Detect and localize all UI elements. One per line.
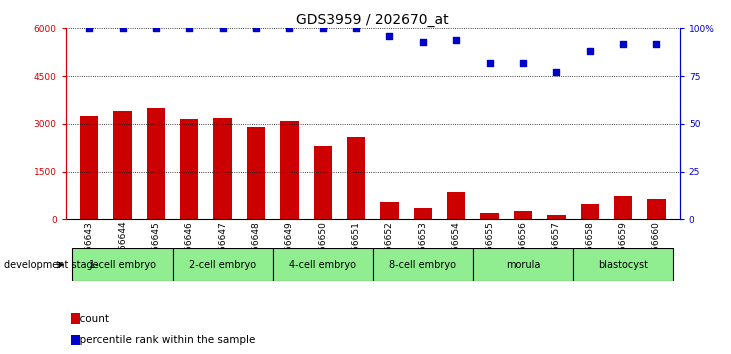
Point xyxy=(217,25,229,31)
Point xyxy=(83,25,95,31)
Bar xyxy=(447,193,466,219)
Point xyxy=(651,41,662,46)
Bar xyxy=(514,211,532,219)
Point xyxy=(284,25,295,31)
Point xyxy=(517,60,529,65)
Point xyxy=(484,60,496,65)
Bar xyxy=(314,146,332,219)
Bar xyxy=(580,204,599,219)
Bar xyxy=(71,335,80,345)
Bar xyxy=(280,121,298,219)
Bar xyxy=(373,249,473,281)
Bar xyxy=(213,118,232,219)
Bar xyxy=(380,202,398,219)
Bar xyxy=(347,137,366,219)
Point xyxy=(150,25,162,31)
Text: percentile rank within the sample: percentile rank within the sample xyxy=(73,335,255,345)
Point xyxy=(550,69,562,75)
Bar xyxy=(173,249,273,281)
Text: count: count xyxy=(73,314,109,324)
Text: blastocyst: blastocyst xyxy=(598,259,648,270)
Point xyxy=(250,25,262,31)
Point xyxy=(450,37,462,42)
Bar xyxy=(247,127,265,219)
Bar xyxy=(113,111,132,219)
Bar xyxy=(573,249,673,281)
Point xyxy=(584,48,596,54)
Text: 4-cell embryo: 4-cell embryo xyxy=(289,259,356,270)
Title: GDS3959 / 202670_at: GDS3959 / 202670_at xyxy=(297,13,449,27)
Point xyxy=(350,25,362,31)
Point xyxy=(384,33,395,39)
Bar xyxy=(71,313,80,324)
Bar xyxy=(180,119,198,219)
Point xyxy=(617,41,629,46)
Bar xyxy=(480,213,499,219)
Bar xyxy=(614,195,632,219)
Bar xyxy=(548,215,566,219)
Point xyxy=(183,25,195,31)
Point xyxy=(117,25,129,31)
Bar xyxy=(473,249,573,281)
Text: development stage: development stage xyxy=(4,260,98,270)
Text: 8-cell embryo: 8-cell embryo xyxy=(390,259,456,270)
Bar xyxy=(273,249,373,281)
Bar xyxy=(80,116,99,219)
Bar xyxy=(72,249,173,281)
Text: morula: morula xyxy=(506,259,540,270)
Bar xyxy=(147,108,165,219)
Point xyxy=(317,25,329,31)
Point xyxy=(417,39,428,45)
Bar xyxy=(414,208,432,219)
Text: 2-cell embryo: 2-cell embryo xyxy=(189,259,256,270)
Text: 1-cell embryo: 1-cell embryo xyxy=(89,259,156,270)
Bar xyxy=(647,199,666,219)
